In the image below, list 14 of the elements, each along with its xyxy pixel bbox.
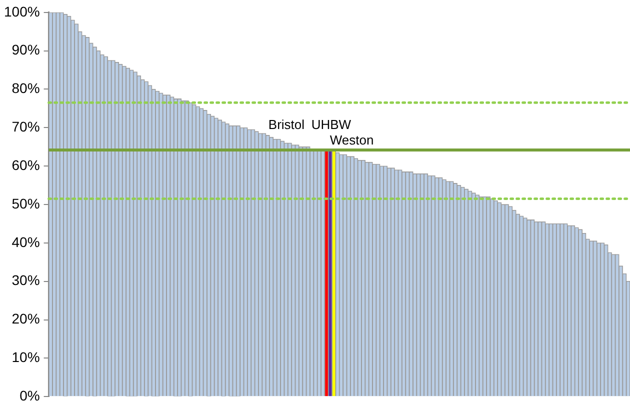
y-tick-label: 80% <box>12 80 40 96</box>
y-tick-label: 90% <box>12 42 40 58</box>
y-tick-label: 0% <box>20 387 40 404</box>
annotation: Weston <box>330 132 374 148</box>
y-tick-label: 20% <box>12 310 40 327</box>
y-tick-label: 70% <box>12 118 40 135</box>
y-tick-label: 50% <box>12 195 40 212</box>
y-tick-label: 60% <box>12 156 40 173</box>
annotation: Bristol <box>268 116 305 132</box>
y-tick-label: 10% <box>12 349 40 366</box>
y-tick-label: 30% <box>12 272 40 288</box>
annotation: UHBW <box>311 116 352 132</box>
y-tick-label: 40% <box>12 234 40 250</box>
y-tick-label: 100% <box>4 3 40 20</box>
